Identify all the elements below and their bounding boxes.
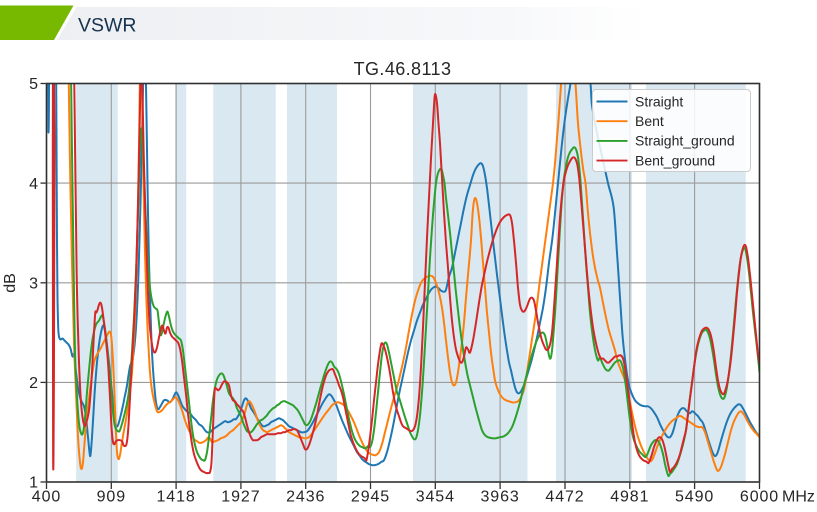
- svg-text:4472: 4472: [545, 489, 584, 506]
- svg-text:2436: 2436: [286, 489, 325, 506]
- svg-text:909: 909: [97, 489, 126, 506]
- svg-text:dB: dB: [2, 273, 19, 293]
- svg-text:Straight: Straight: [635, 93, 683, 109]
- svg-text:3963: 3963: [480, 489, 519, 506]
- svg-text:Bent_ground: Bent_ground: [635, 152, 715, 168]
- svg-text:2945: 2945: [351, 489, 390, 506]
- svg-text:MHz: MHz: [782, 489, 815, 506]
- svg-text:4: 4: [29, 176, 38, 193]
- svg-text:1927: 1927: [221, 489, 260, 506]
- svg-text:TG.46.8113: TG.46.8113: [354, 59, 452, 79]
- svg-text:3454: 3454: [416, 489, 455, 506]
- svg-text:VSWR: VSWR: [78, 15, 137, 37]
- svg-text:5: 5: [29, 76, 38, 93]
- svg-text:1418: 1418: [156, 489, 195, 506]
- svg-text:Straight_ground: Straight_ground: [635, 133, 735, 149]
- svg-text:Bent: Bent: [635, 113, 664, 129]
- svg-text:3: 3: [29, 275, 38, 292]
- svg-text:5490: 5490: [675, 489, 714, 506]
- svg-text:1: 1: [29, 475, 38, 492]
- svg-text:400: 400: [32, 489, 61, 506]
- svg-text:4981: 4981: [610, 489, 649, 506]
- svg-text:2: 2: [29, 375, 38, 392]
- svg-text:6000: 6000: [740, 489, 779, 506]
